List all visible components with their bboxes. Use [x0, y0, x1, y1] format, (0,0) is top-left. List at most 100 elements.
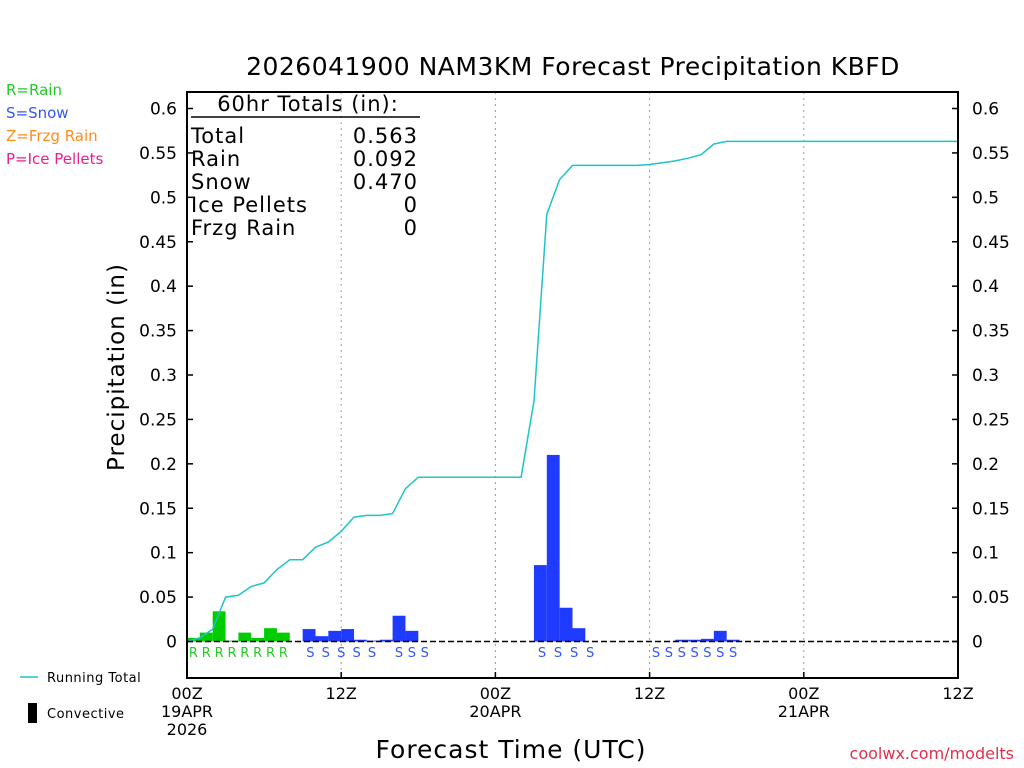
precip-type-letter: S [337, 646, 345, 661]
y-tick-label-left: 0.45 [139, 233, 177, 253]
precip-type-letter: S [703, 646, 711, 661]
running-total-line [186, 140, 958, 643]
precip-type-letter: R [253, 646, 262, 661]
y-tick-label-left: 0.1 [150, 544, 177, 564]
precip-bar [701, 638, 714, 642]
precip-bar [328, 630, 342, 642]
x-tick-label: 21APR [778, 702, 830, 721]
y-tick-label-left: 0.25 [139, 410, 177, 430]
precip-type-letter: S [586, 646, 594, 661]
y-tick-label-right: 0.35 [972, 322, 1010, 342]
y-tick-label-left: 0.35 [139, 322, 177, 342]
x-tick-label: 12Z [942, 684, 973, 703]
x-axis-title: Forecast Time (UTC) [376, 735, 647, 764]
x-tick-label: 12Z [326, 684, 357, 703]
plot-frame [186, 91, 959, 679]
precip-bar [405, 630, 419, 642]
y-axis-title: Precipitation (in) [104, 263, 130, 471]
precip-type-letter: S [554, 646, 562, 661]
precip-bar [533, 565, 547, 642]
precip-type-letter: S [690, 646, 698, 661]
precip-bar [675, 639, 689, 642]
precip-type-letter: S [306, 646, 314, 661]
totals-label-ice-pellets: Ice Pellets [191, 193, 308, 217]
series-legend: Running Total Convective [20, 671, 141, 723]
y-tick-label-left: 0.6 [150, 100, 177, 120]
precip-bar [688, 639, 701, 642]
convective-legend-label: Convective [47, 707, 125, 722]
totals-label-freezing-rain: Frzg Rain [191, 216, 296, 240]
x-tick-label: 12Z [634, 684, 665, 703]
x-tick-label: 00Z [788, 684, 819, 703]
precip-bar [366, 640, 380, 642]
precip-bar [264, 628, 277, 642]
x-tick-label: 2026 [167, 720, 208, 739]
y-tick-label-left: 0.2 [150, 455, 177, 475]
totals-value-total: 0.563 [353, 124, 418, 148]
precip-type-letter: R [189, 646, 198, 661]
legend-rain: R=Rain [6, 81, 62, 99]
y-tick-label-left: 0.3 [150, 366, 177, 386]
y-tick-label-right: 0.15 [972, 499, 1010, 519]
precip-bar [354, 639, 367, 642]
precip-type-letter: R [240, 646, 249, 661]
precip-bar [379, 639, 393, 642]
precip-bar [392, 615, 406, 642]
totals-value-rain: 0.092 [353, 147, 418, 171]
totals-label-total: Total [190, 124, 245, 148]
precip-type-letter: S [322, 646, 330, 661]
y-tick-label-right: 0.25 [972, 410, 1010, 430]
precip-type-letter: R [279, 646, 288, 661]
precip-bar [713, 630, 727, 642]
running-total-legend-label: Running Total [47, 671, 141, 686]
precip-bar [315, 636, 329, 642]
x-tick-label: 20APR [469, 702, 521, 721]
y-tick-label-right: 0.1 [972, 544, 999, 564]
precip-bar [225, 640, 239, 642]
precip-bar [276, 632, 290, 642]
y-tick-label-left: 0 [166, 633, 177, 653]
legend-snow: S=Snow [6, 104, 69, 122]
precip-type-letter: S [395, 646, 403, 661]
y-tick-label-right: 0 [972, 633, 983, 653]
y-tick-label-right: 0.3 [972, 366, 999, 386]
precip-type-letter: S [652, 646, 660, 661]
precip-type-letter: R [202, 646, 211, 661]
totals-value-freezing-rain: 0 [404, 216, 418, 240]
totals-heading: 60hr Totals (in): [217, 92, 399, 116]
totals-value-ice-pellets: 0 [404, 193, 418, 217]
totals-label-snow: Snow [191, 170, 252, 194]
y-tick-label-left: 0.4 [150, 277, 177, 297]
y-tick-label-right: 0.6 [972, 100, 999, 120]
y-tick-label-right: 0.5 [972, 188, 999, 208]
precip-bar [302, 629, 316, 642]
x-tick-label: 19APR [161, 702, 213, 721]
precip-type-letter: R [215, 646, 224, 661]
precip-type-letter: S [352, 646, 360, 661]
y-tick-label-right: 0.2 [972, 455, 999, 475]
precip-type-letter: S [538, 646, 546, 661]
precip-type-letter: S [421, 646, 429, 661]
precip-type-letter: S [716, 646, 724, 661]
grid-lines [340, 92, 805, 678]
precip-bar [199, 632, 213, 642]
precip-type-letter: R [227, 646, 236, 661]
y-tick-label-left: 0.5 [150, 188, 177, 208]
precip-bar [559, 607, 573, 642]
legend-freezing-rain: Z=Frzg Rain [6, 127, 98, 145]
x-tick-label: 00Z [171, 684, 202, 703]
hourly-precip-bars [187, 454, 740, 642]
precip-type-letter: S [570, 646, 578, 661]
attribution: coolwx.com/modelts [849, 744, 1014, 763]
convective-swatch [28, 703, 37, 723]
y-axis-left: 0 0.05 0.1 0.15 0.2 0.25 0.3 0.35 0.4 0.45 0.5 0.55… [139, 100, 193, 653]
chart-title: 2026041900 NAM3KM Forecast Precipitation… [246, 52, 900, 81]
y-tick-label-right: 0.55 [972, 144, 1010, 164]
precip-type-letter: S [729, 646, 737, 661]
precip-bar [212, 611, 226, 642]
totals-box: 60hr Totals (in): Total 0.563 Rain 0.092… [190, 92, 420, 240]
totals-label-rain: Rain [191, 147, 241, 171]
